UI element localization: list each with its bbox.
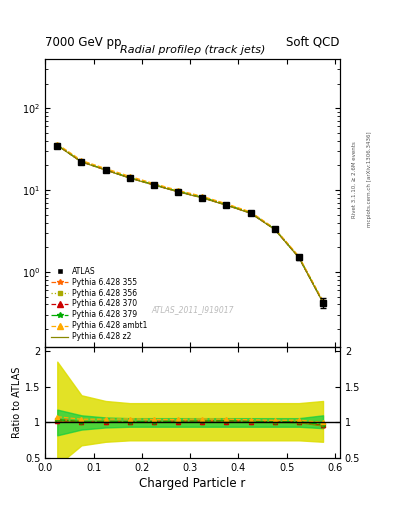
- Text: ATLAS_2011_I919017: ATLAS_2011_I919017: [151, 305, 234, 314]
- Text: Soft QCD: Soft QCD: [286, 36, 340, 49]
- Y-axis label: Ratio to ATLAS: Ratio to ATLAS: [12, 367, 22, 438]
- X-axis label: Charged Particle r: Charged Particle r: [140, 477, 246, 490]
- Text: Rivet 3.1.10, ≥ 2.6M events: Rivet 3.1.10, ≥ 2.6M events: [352, 141, 357, 218]
- Title: Radial profileρ (track jets): Radial profileρ (track jets): [120, 46, 265, 55]
- Text: 7000 GeV pp: 7000 GeV pp: [45, 36, 122, 49]
- Legend: ATLAS, Pythia 6.428 355, Pythia 6.428 356, Pythia 6.428 370, Pythia 6.428 379, P: ATLAS, Pythia 6.428 355, Pythia 6.428 35…: [49, 264, 150, 344]
- Text: mcplots.cern.ch [arXiv:1306.3436]: mcplots.cern.ch [arXiv:1306.3436]: [367, 132, 373, 227]
